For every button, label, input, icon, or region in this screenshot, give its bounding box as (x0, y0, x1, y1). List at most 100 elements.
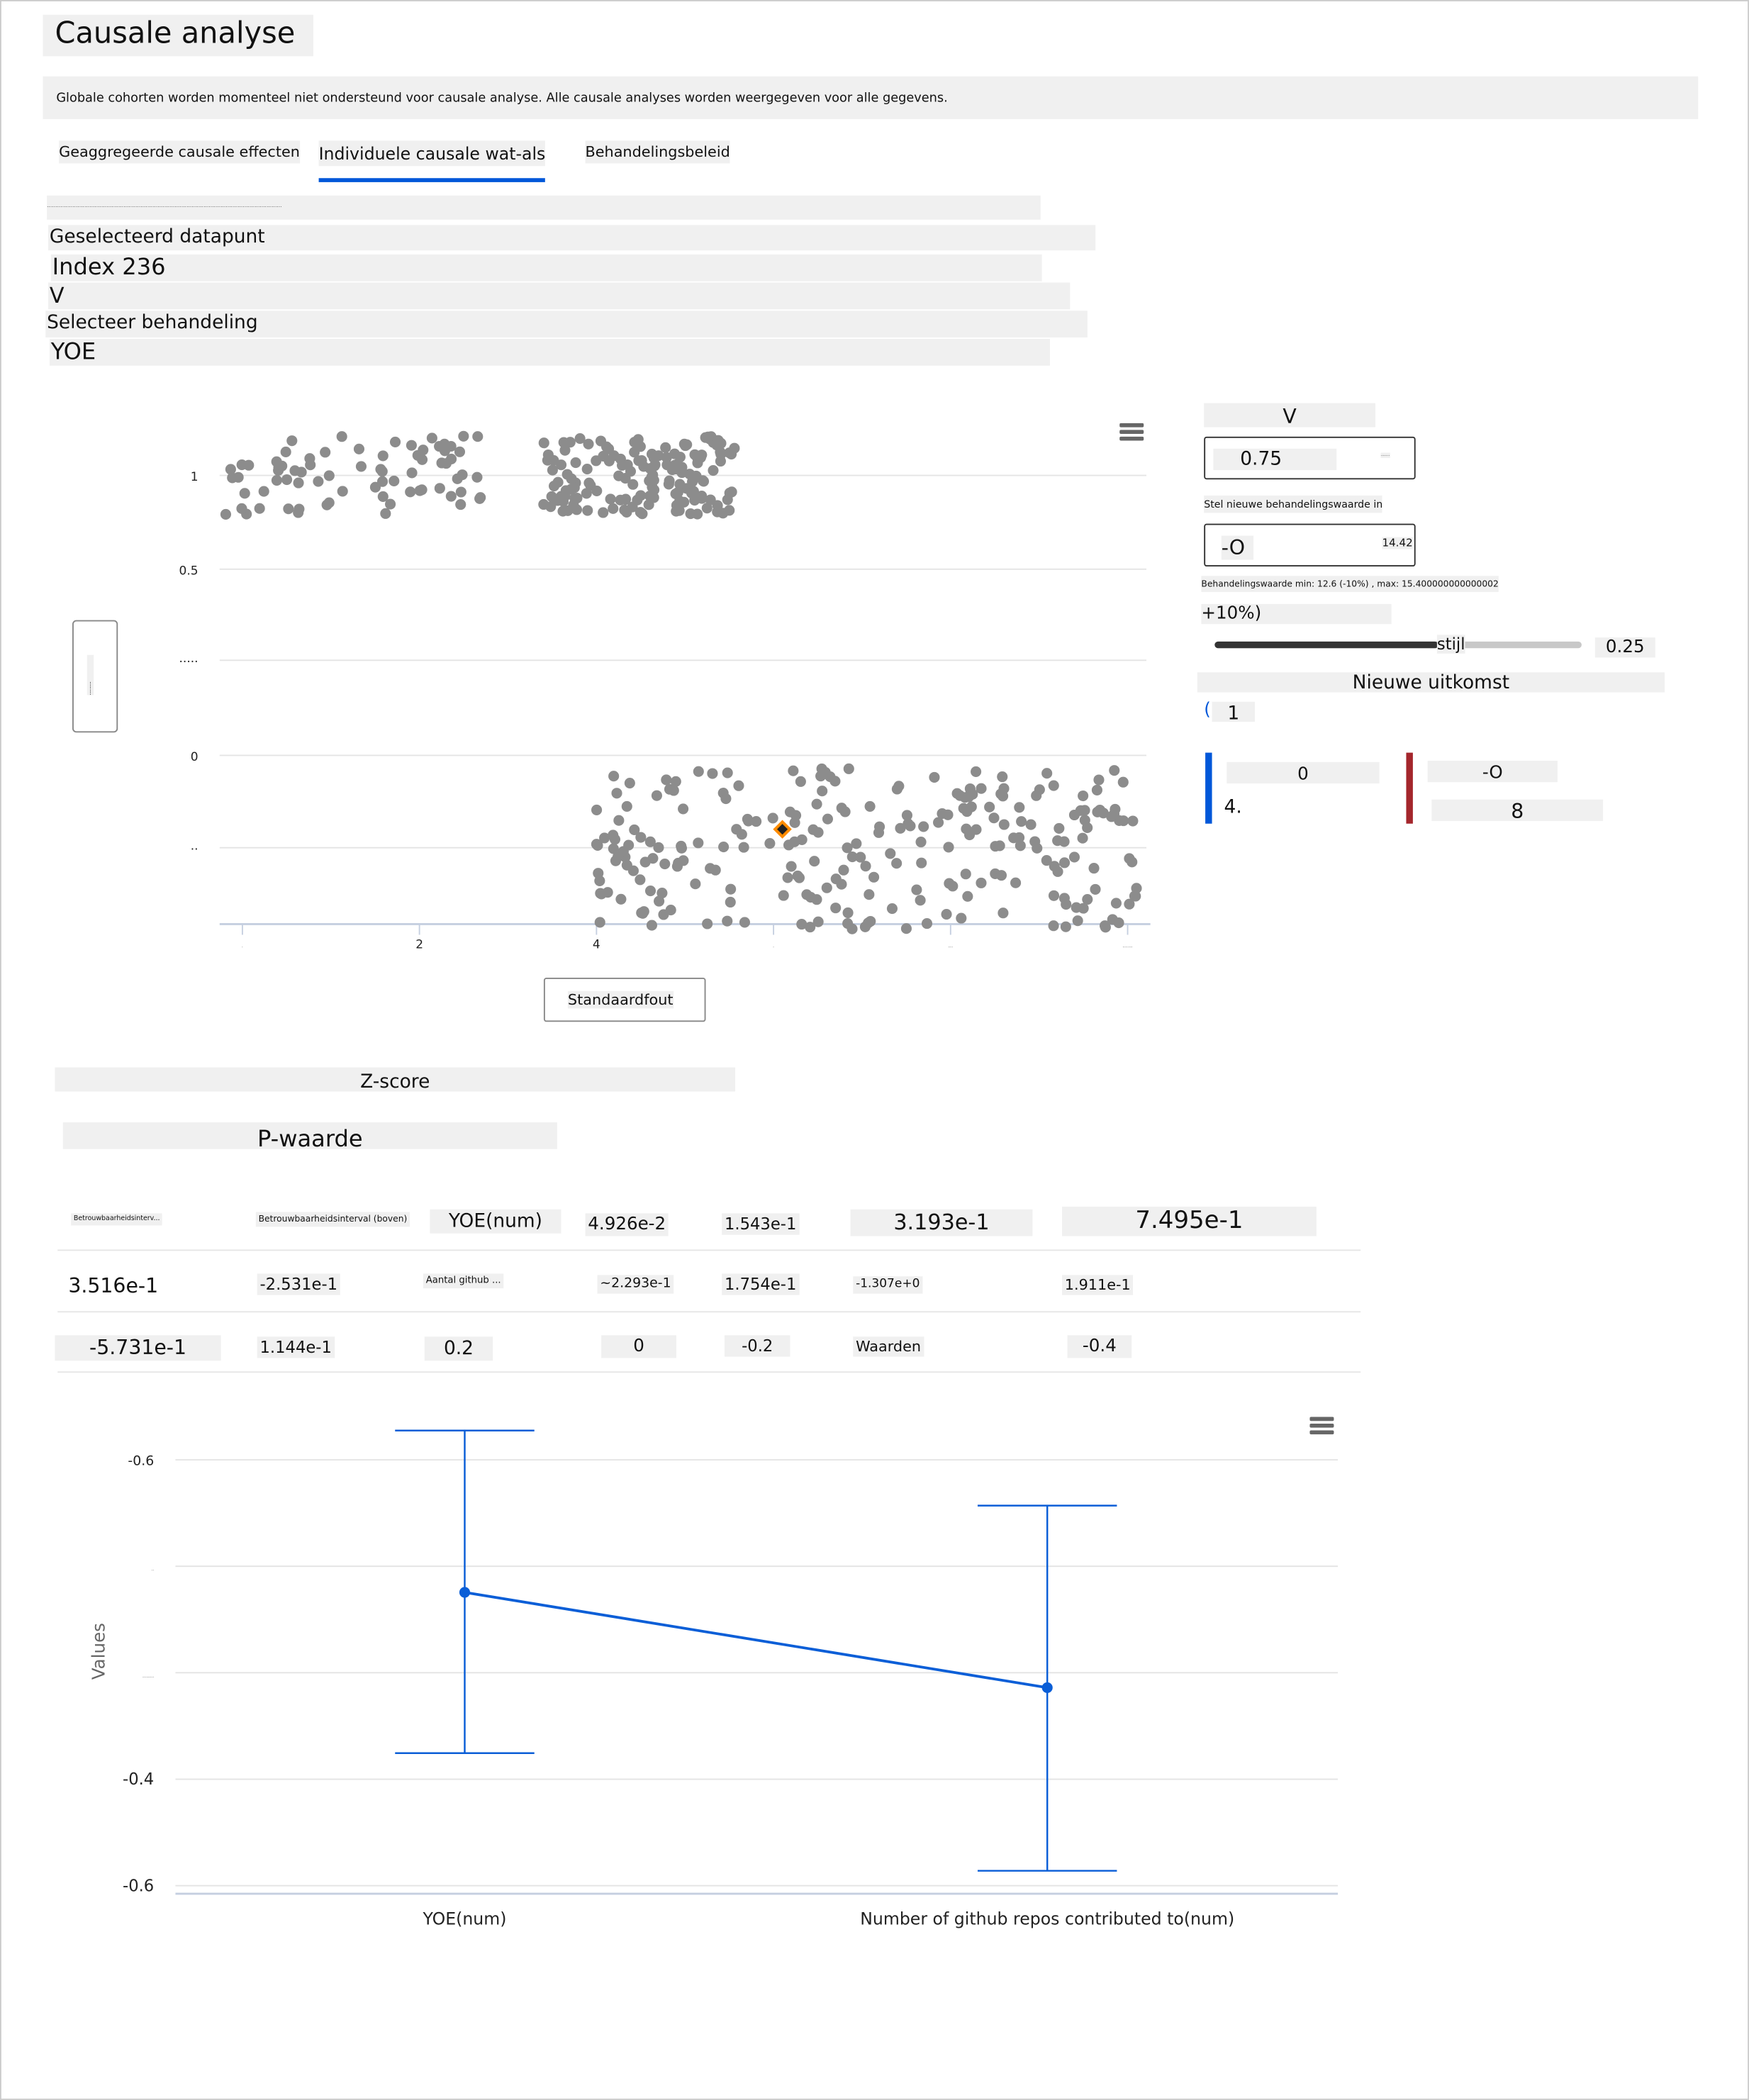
page-title: Causale analyse (55, 17, 296, 51)
scatter-point (976, 783, 987, 794)
y-tick-label: 1 (191, 470, 199, 484)
scatter-point (921, 918, 933, 929)
scatter-point (594, 917, 605, 928)
scatter-point (864, 889, 875, 900)
scatter-point (786, 861, 797, 872)
scatter-point (764, 838, 776, 849)
scatter-point (647, 853, 659, 864)
scatter-point (726, 486, 737, 498)
table-cell: YOE(num) (430, 1209, 561, 1234)
info-bar: Globale cohorten worden momenteel niet o… (43, 76, 1699, 120)
scatter-point (313, 476, 324, 487)
scatter-point (911, 884, 922, 895)
datapoint-value: Index 236 (52, 254, 166, 281)
x-axis-selector-button[interactable]: Standaardfout (543, 977, 706, 1022)
treatment-slider[interactable] (1214, 641, 1582, 649)
scatter-point (414, 485, 425, 496)
scatter-point (693, 766, 704, 777)
tab-aggregate-causal-effects[interactable]: Geaggregeerde causale effecten (59, 140, 300, 164)
scatter-point (644, 885, 656, 897)
scatter-point (961, 823, 972, 834)
scatter-point (941, 908, 952, 920)
datapoint-dropdown[interactable]: Index 236 (50, 254, 1042, 281)
scatter-point (1127, 815, 1139, 827)
scatter-point (937, 808, 948, 820)
scatter-point (615, 494, 626, 506)
scatter-point (385, 498, 396, 510)
scatter-chart[interactable]: 10.5·····0··· 2 4 · ···· ········ (1, 390, 1180, 966)
scatter-point (455, 499, 466, 510)
table-cell: 3.193e-1 (850, 1209, 1033, 1236)
scatter-point (621, 800, 632, 812)
scatter-point (610, 855, 622, 866)
scatter-point (778, 890, 789, 901)
scatter-point (782, 872, 793, 883)
new-treatment-value-input[interactable]: -O 14.42 (1204, 523, 1416, 567)
scatter-point (627, 479, 639, 490)
data-point (459, 1587, 471, 1598)
scatter-point (599, 832, 610, 844)
scatter-point (1052, 866, 1063, 877)
scatter-point (293, 507, 304, 518)
scatter-point (660, 442, 671, 453)
scatter-point (280, 446, 291, 457)
scatter-point (1099, 920, 1111, 932)
treatment-dropdown[interactable]: YOE (49, 338, 1050, 366)
scatter-point (1016, 816, 1027, 827)
scatter-point (605, 493, 616, 505)
scatter-point (225, 464, 236, 475)
scatter-point (663, 479, 674, 490)
scatter-point (1041, 768, 1053, 779)
table-cell: ~2.293e-1 (597, 1275, 674, 1294)
scatter-point (644, 836, 656, 847)
scatter-point (966, 801, 977, 812)
scatter-point (236, 503, 247, 514)
scatter-point (1088, 863, 1100, 874)
y-axis-selector-button[interactable]: ········ (72, 620, 118, 733)
scatter-point (638, 461, 649, 472)
scatter-point (337, 486, 348, 497)
selected-tab-underline (318, 178, 545, 182)
scatter-point (389, 436, 401, 448)
selected-datapoint-label-box: Geselecteerd datapunt (48, 225, 1096, 251)
scatter-point (710, 864, 721, 876)
scatter-point (559, 445, 571, 456)
scatter-point (971, 766, 982, 777)
x-tick-label: · (242, 945, 243, 949)
chart-menu-icon[interactable] (1309, 1417, 1334, 1436)
scatter-point (552, 476, 564, 488)
scatter-point (960, 869, 971, 880)
table-divider (57, 1311, 1361, 1313)
scatter-point (796, 834, 808, 845)
scatter-point (860, 861, 871, 872)
new-outcome-result: -O (1427, 760, 1558, 783)
scatter-point (707, 768, 718, 779)
scatter-point (868, 871, 880, 883)
scatter-point (672, 486, 683, 498)
scatter-point (1010, 877, 1022, 888)
scatter-point (689, 494, 700, 506)
scatter-point (705, 494, 716, 506)
scatter-point (556, 459, 567, 471)
scatter-point (670, 776, 681, 787)
scatter-point (471, 471, 483, 483)
scatter-point (671, 506, 682, 517)
series-line (464, 1591, 1048, 1690)
tab-individual-causal-what-if[interactable]: Individuele causale wat-als (318, 140, 546, 167)
tab-treatment-policy[interactable]: Behandelingsbeleid (585, 140, 730, 164)
scatter-point (715, 449, 727, 460)
scatter-point (377, 491, 389, 502)
y-tick-label: -0.6 (123, 1877, 154, 1895)
scatter-point (842, 842, 853, 854)
slider-thumb-label[interactable]: stijl (1436, 635, 1465, 654)
scatter-point (474, 493, 486, 504)
new-outcome-bar (1406, 752, 1413, 824)
scatter-point (846, 851, 858, 863)
scatter-point (643, 499, 654, 510)
scatter-point (1091, 784, 1102, 795)
scatter-point (1041, 855, 1052, 866)
scatter-point (569, 493, 581, 504)
chart-menu-icon[interactable] (1119, 423, 1144, 442)
scatter-point (281, 474, 293, 486)
scatter-point (751, 816, 762, 827)
